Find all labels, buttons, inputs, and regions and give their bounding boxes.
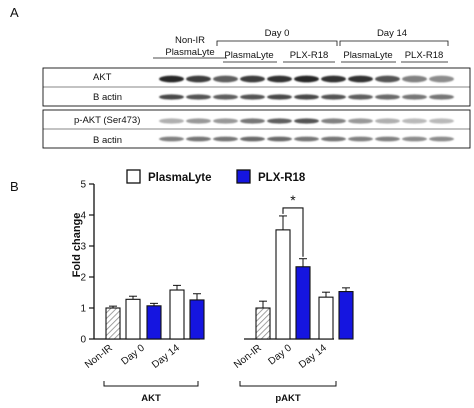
group-bracket <box>239 381 337 387</box>
group-label-pakt: pAKT <box>275 393 301 404</box>
y-tick-label: 0 <box>80 335 86 346</box>
bar-akt-day0-plasmalyte <box>125 298 141 340</box>
y-tick-label: 2 <box>80 273 86 284</box>
header-day14-plx: PLX-R18 <box>405 50 444 61</box>
blot-band <box>159 75 184 83</box>
blot-band <box>267 136 292 142</box>
bar-akt-day14-plx-r18 <box>189 299 205 340</box>
blot-band <box>213 118 238 124</box>
blot-band <box>240 136 265 142</box>
blot-band <box>294 94 319 100</box>
blot-band <box>240 75 265 83</box>
header-day14-plasmalyte: PlasmaLyte <box>343 50 392 61</box>
blot-band <box>402 75 427 83</box>
blot-band <box>375 118 400 124</box>
blot-band <box>375 94 400 100</box>
bar-pakt-non-ir-non-ir <box>255 307 271 340</box>
x-category-label: Day 0 <box>266 342 294 367</box>
blot-band <box>348 75 373 83</box>
y-tick-label: 4 <box>80 211 86 222</box>
blot-pakt-bands <box>159 118 454 142</box>
legend-swatch-plx <box>236 169 251 184</box>
significance-bracket <box>282 207 304 257</box>
panel-a-letter: A <box>10 5 19 20</box>
chart-annotations: * <box>282 192 304 257</box>
header-day0-bracket <box>216 40 338 46</box>
y-tick-label: 1 <box>80 304 86 315</box>
blot-band <box>213 75 238 83</box>
blot-band <box>186 75 211 83</box>
blot-band <box>402 118 427 124</box>
y-tick-label: 3 <box>80 242 86 253</box>
blot-band <box>348 136 373 142</box>
blot-band <box>321 118 346 124</box>
blot-band <box>240 118 265 124</box>
blot-band <box>429 118 454 124</box>
header-non-ir-plasmalyte: PlasmaLyte <box>165 47 214 58</box>
header-day14-bracket <box>339 40 449 46</box>
blot-band <box>294 136 319 142</box>
bar-pakt-day14-plx-r18 <box>338 291 354 340</box>
blot-band <box>375 75 400 83</box>
bar-akt-day0-plx-r18 <box>146 305 162 340</box>
header-non-ir: Non-IR <box>175 35 205 46</box>
y-tick-label: 5 <box>80 180 86 191</box>
header-day0-plx: PLX-R18 <box>290 50 329 61</box>
bar-akt-non-ir-non-ir <box>105 307 121 340</box>
header-day0-plasmalyte: PlasmaLyte <box>224 50 273 61</box>
x-category-label: Non-IR <box>83 343 115 371</box>
bar-pakt-day0-plx-r18 <box>295 266 311 340</box>
blot-band <box>348 94 373 100</box>
header-day0: Day 0 <box>265 28 290 39</box>
x-category-label: Day 14 <box>297 342 329 370</box>
x-category-label: Day 14 <box>150 342 182 370</box>
blot-band <box>375 136 400 142</box>
blot-band <box>294 118 319 124</box>
blot-label-bactin-1: B actin <box>93 92 122 103</box>
bar-pakt-day14-plasmalyte <box>318 296 334 340</box>
blot-band <box>213 136 238 142</box>
blot-label-akt: AKT <box>93 72 112 83</box>
blot-band <box>348 118 373 124</box>
x-category-label: Non-IR <box>232 343 264 371</box>
significance-star: * <box>290 192 296 208</box>
blot-band <box>402 94 427 100</box>
blot-label-pakt: p-AKT (Ser473) <box>74 115 140 126</box>
blot-label-bactin-2: B actin <box>93 135 122 146</box>
blot-band <box>321 94 346 100</box>
blot-band <box>240 94 265 100</box>
blot-band <box>267 118 292 124</box>
blot-band <box>321 75 346 83</box>
blot-band <box>321 136 346 142</box>
y-axis-title: Fold change <box>71 213 83 278</box>
x-category-label: Day 0 <box>119 342 147 367</box>
group-bracket <box>103 381 199 387</box>
blot-band <box>267 75 292 83</box>
chart-bars <box>105 215 354 340</box>
blot-band <box>186 94 211 100</box>
blot-band <box>429 75 454 83</box>
legend-label-plasmalyte: PlasmaLyte <box>148 172 212 184</box>
header-day14: Day 14 <box>377 28 407 39</box>
bar-akt-day14-plasmalyte <box>169 289 185 340</box>
bar-pakt-day0-plasmalyte <box>275 229 291 340</box>
blot-band <box>159 118 184 124</box>
blot-band <box>213 94 238 100</box>
legend-swatch-plasmalyte <box>126 169 141 184</box>
panel-b-letter: B <box>10 179 19 194</box>
blot-band <box>294 75 319 83</box>
blot-band <box>402 136 427 142</box>
blot-band <box>159 136 184 142</box>
blot-band <box>267 94 292 100</box>
blot-band <box>186 118 211 124</box>
group-label-akt: AKT <box>141 393 161 404</box>
blot-band <box>159 94 184 100</box>
blot-akt-bands <box>159 75 454 100</box>
legend-label-plx: PLX-R18 <box>258 172 306 184</box>
blot-band <box>186 136 211 142</box>
blot-band <box>429 94 454 100</box>
blot-band <box>429 136 454 142</box>
